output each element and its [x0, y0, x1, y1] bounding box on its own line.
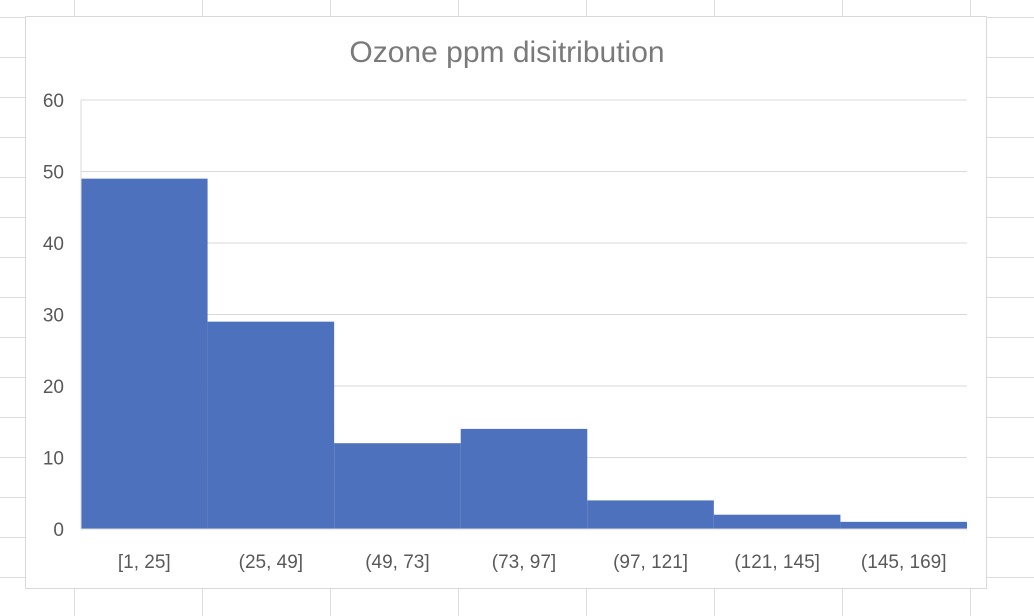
y-tick-label: 0: [53, 520, 64, 541]
histogram-bar[interactable]: [587, 500, 714, 529]
y-tick-label: 50: [43, 163, 64, 184]
x-tick-label: (121, 145]: [734, 552, 820, 573]
histogram-bar[interactable]: [840, 521, 967, 529]
x-tick-label: (25, 49]: [239, 552, 303, 573]
y-tick-label: 30: [43, 306, 64, 327]
y-axis: 0 10 20 30 40 50 60: [43, 91, 64, 541]
x-axis: [1, 25] (25, 49] (49, 73] (73, 97] (97, 121]…: [118, 552, 947, 573]
plot-area[interactable]: [80, 100, 967, 530]
x-tick-label: (145, 169]: [861, 552, 947, 573]
y-tick-label: 20: [43, 377, 64, 398]
x-tick-label: (73, 97]: [492, 552, 556, 573]
x-tick-label: [1, 25]: [118, 552, 171, 573]
x-tick-label: (49, 73]: [365, 552, 429, 573]
histogram-bar[interactable]: [460, 428, 588, 529]
histogram-bar[interactable]: [207, 321, 335, 529]
chart-title: Ozone ppm disitribution: [349, 36, 664, 69]
x-tick-label: (97, 121]: [613, 552, 688, 573]
y-tick-label: 60: [43, 91, 64, 112]
y-tick-label: 40: [43, 234, 64, 255]
y-tick-label: 10: [43, 449, 64, 470]
histogram-bar[interactable]: [713, 514, 841, 529]
histogram-bar[interactable]: [334, 443, 461, 529]
histogram-bar[interactable]: [81, 178, 208, 529]
